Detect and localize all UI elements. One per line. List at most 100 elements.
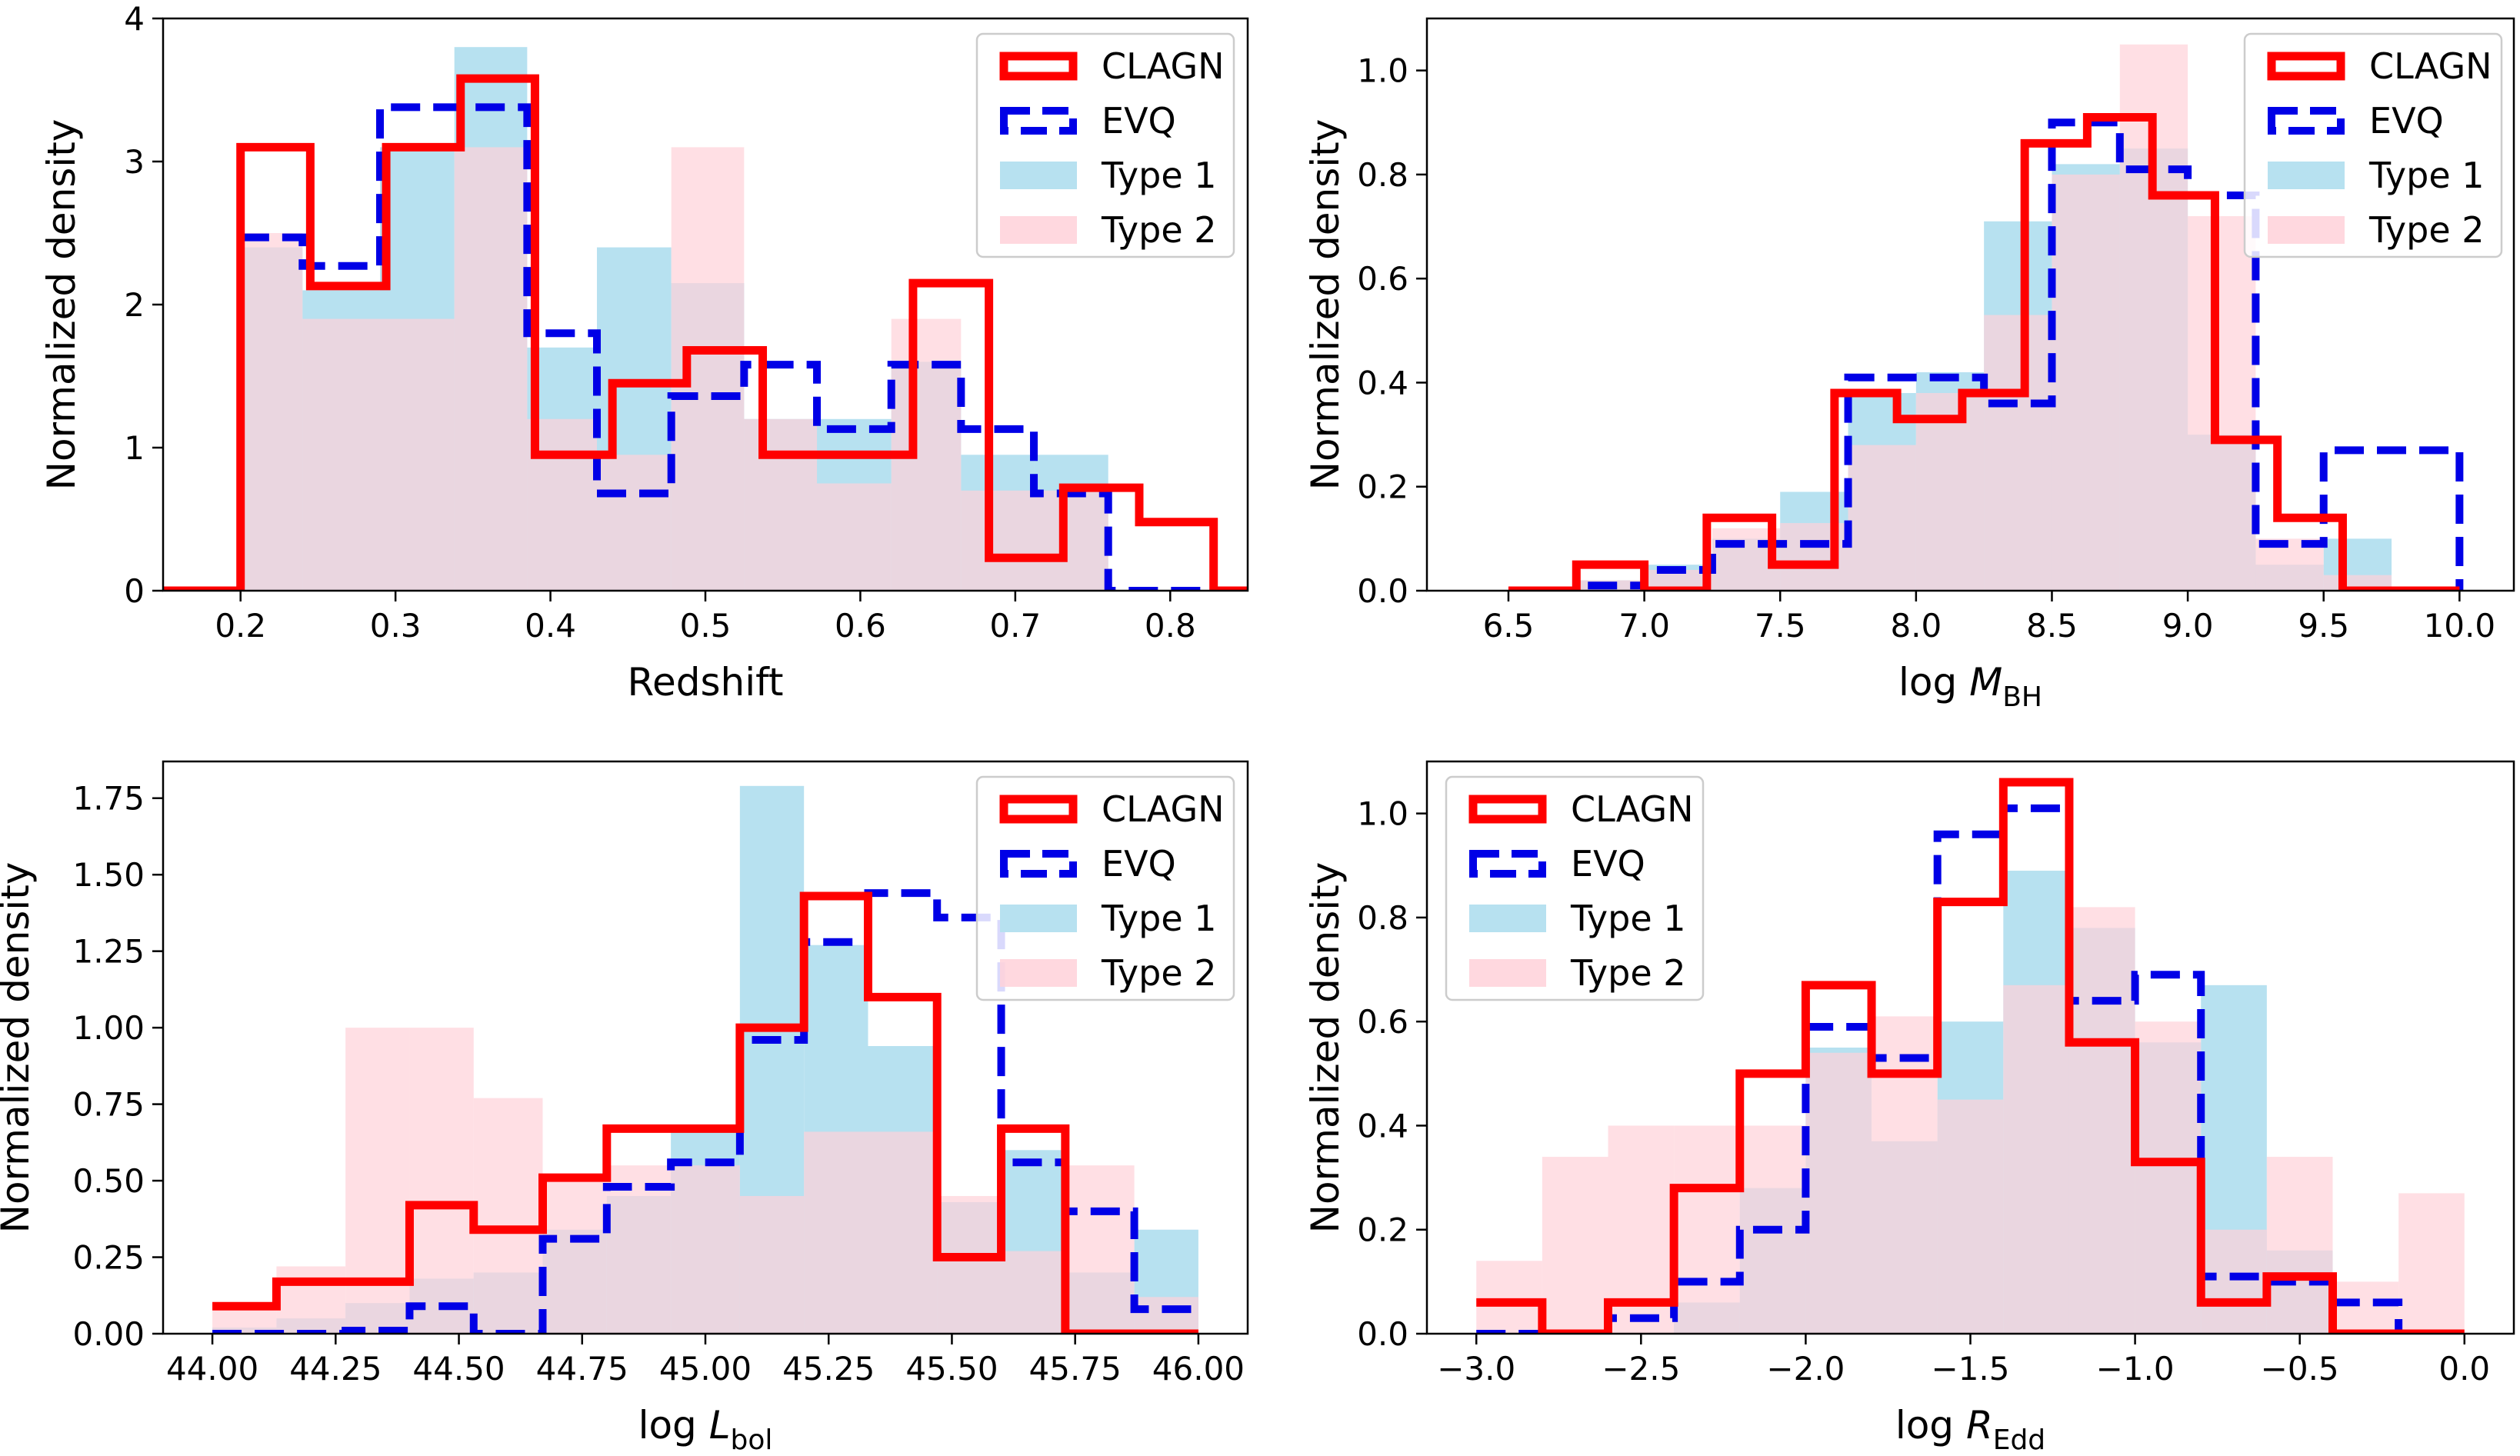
legend-box — [975, 32, 1235, 258]
histogram-bar — [2266, 1157, 2333, 1334]
legend-swatch-type-2 — [1000, 959, 1077, 987]
y-tick-label: 3 — [124, 143, 145, 181]
legend-label-evq: EVQ — [2369, 100, 2444, 142]
x-tick-label: 44.75 — [536, 1350, 628, 1388]
x-tick-label: −0.5 — [2261, 1350, 2339, 1388]
histogram-bar — [1034, 490, 1108, 591]
x-tick-label: 45.25 — [782, 1350, 875, 1388]
x-tick-label: 44.50 — [412, 1350, 505, 1388]
x-tick-label: 0.8 — [1145, 607, 1196, 645]
plot-area — [212, 785, 1198, 1334]
y-tick-label: 0.75 — [72, 1086, 145, 1124]
y-tick-label: 1.0 — [1357, 52, 1408, 90]
y-tick-label: 0.6 — [1357, 260, 1408, 298]
legend-swatch-evq — [1000, 850, 1077, 878]
legend: CLAGN EVQ Type 1 Type 2 — [2243, 32, 2503, 258]
x-tick-label: −2.5 — [1602, 1350, 1680, 1388]
histogram-bar — [2398, 1193, 2465, 1334]
histogram-bar — [1805, 1052, 1872, 1334]
histogram-bar — [1872, 1016, 1938, 1334]
histogram-bar — [380, 318, 455, 591]
histogram-bar — [1542, 1157, 1608, 1334]
legend-swatch-type-2 — [1000, 216, 1077, 244]
histogram-bar — [671, 1165, 740, 1334]
legend-swatch-type-1 — [2268, 162, 2345, 189]
y-tick-label: 4 — [124, 0, 145, 38]
legend-label-clagn: CLAGN — [1571, 788, 1694, 830]
legend-swatch-evq — [1000, 107, 1077, 135]
histogram-bar — [817, 483, 892, 591]
legend-label-evq: EVQ — [1571, 843, 1645, 885]
histogram-bar — [2052, 174, 2120, 591]
x-tick-label: −1.0 — [2096, 1350, 2175, 1388]
histogram-bar — [1065, 1165, 1135, 1334]
x-tick-label: 0.4 — [525, 607, 576, 645]
legend-label-evq: EVQ — [1102, 100, 1176, 142]
legend-label-type-1: Type 1 — [1570, 898, 1686, 939]
legend-label-type-2: Type 2 — [1101, 209, 1217, 251]
x-axis-label: Redshift — [628, 660, 784, 705]
y-tick-label: 1.25 — [72, 933, 145, 971]
legend-swatch-type-2 — [1469, 959, 1546, 987]
histogram-bar — [409, 1028, 474, 1334]
histogram-bar — [2332, 1281, 2399, 1334]
legend-label-evq: EVQ — [1102, 843, 1176, 885]
x-tick-label: 0.7 — [989, 607, 1041, 645]
histogram-bar — [804, 1131, 868, 1334]
legend: CLAGN EVQ Type 1 Type 2 — [1445, 775, 1705, 1001]
histogram-bar — [868, 1131, 938, 1334]
y-tick-label: 0.0 — [1357, 572, 1408, 610]
y-tick-label: 1.0 — [1357, 795, 1408, 833]
series-clagn-line — [1508, 113, 2460, 591]
histogram-bar — [542, 1181, 607, 1334]
x-tick-label: 8.0 — [1890, 607, 1942, 645]
y-tick-label: 1.75 — [72, 780, 145, 818]
chart-panel-1: 0.2 0.3 0.4 0.5 0.6 0.7 0.8 0 1 2 3 4 Redshift Normal… — [39, 0, 1249, 705]
x-tick-label: 44.00 — [166, 1350, 258, 1388]
histogram-bar — [2135, 1021, 2202, 1334]
legend-box — [2243, 32, 2503, 258]
x-tick-label: 0.0 — [2438, 1350, 2490, 1388]
axes-frame — [1425, 17, 2515, 592]
series-clagn-line — [1476, 778, 2465, 1334]
x-tick-label: 46.00 — [1152, 1350, 1245, 1388]
y-tick-label: 0.8 — [1357, 156, 1408, 194]
histogram-bar — [276, 1266, 346, 1334]
x-tick-label: 10.0 — [2424, 607, 2496, 645]
plot-area — [1476, 778, 2465, 1334]
histogram-bar — [1915, 392, 1985, 591]
histogram-bar — [2068, 907, 2135, 1334]
histogram-bar — [1134, 1297, 1198, 1334]
x-tick-label: 9.0 — [2162, 607, 2214, 645]
x-tick-label: −1.5 — [1932, 1350, 2010, 1388]
histogram-bar — [606, 1165, 672, 1334]
y-tick-label: 1.50 — [72, 856, 145, 894]
legend-swatch-type-1 — [1000, 905, 1077, 932]
series-evq-line — [212, 889, 1198, 1334]
x-tick-label: −3.0 — [1437, 1350, 1515, 1388]
x-tick-label: 8.5 — [2026, 607, 2078, 645]
legend-label-clagn: CLAGN — [1102, 45, 1225, 87]
x-tick-label: 45.75 — [1029, 1350, 1122, 1388]
y-tick-label: 0.2 — [1357, 468, 1408, 506]
histogram-bar — [345, 1028, 410, 1334]
histogram-bar — [1001, 1251, 1065, 1334]
x-tick-label: 45.50 — [905, 1350, 998, 1388]
legend: CLAGN EVQ Type 1 Type 2 — [975, 775, 1235, 1001]
histogram-bar — [2201, 1229, 2267, 1334]
histogram-bar — [1674, 1125, 1740, 1334]
y-tick-label: 0.2 — [1357, 1211, 1408, 1249]
legend-swatch-evq — [2268, 107, 2345, 135]
legend-swatch-type-1 — [1000, 162, 1077, 189]
histogram-bar — [739, 1195, 805, 1334]
y-axis-label: Normalized density — [1303, 119, 1348, 491]
series-evq-line — [163, 103, 1248, 591]
chart-panel-4: −3.0 −2.5 −2.0 −1.5 −1.0 −0.5 0.0 0.0 0.2 0.4 0.6 0… — [1303, 760, 2515, 1456]
y-axis-label: Normalized density — [1303, 862, 1348, 1234]
x-tick-label: 6.5 — [1483, 607, 1535, 645]
histogram-bar — [961, 490, 1035, 591]
histogram-bar — [2003, 985, 2069, 1334]
series-type-2 — [1476, 907, 2465, 1334]
y-tick-label: 0.25 — [72, 1239, 145, 1277]
chart-panel-2: 6.5 7.0 7.5 8.0 8.5 9.0 9.5 10.0 0.0 0.2 0.4 0.6 0.8… — [1303, 17, 2515, 713]
